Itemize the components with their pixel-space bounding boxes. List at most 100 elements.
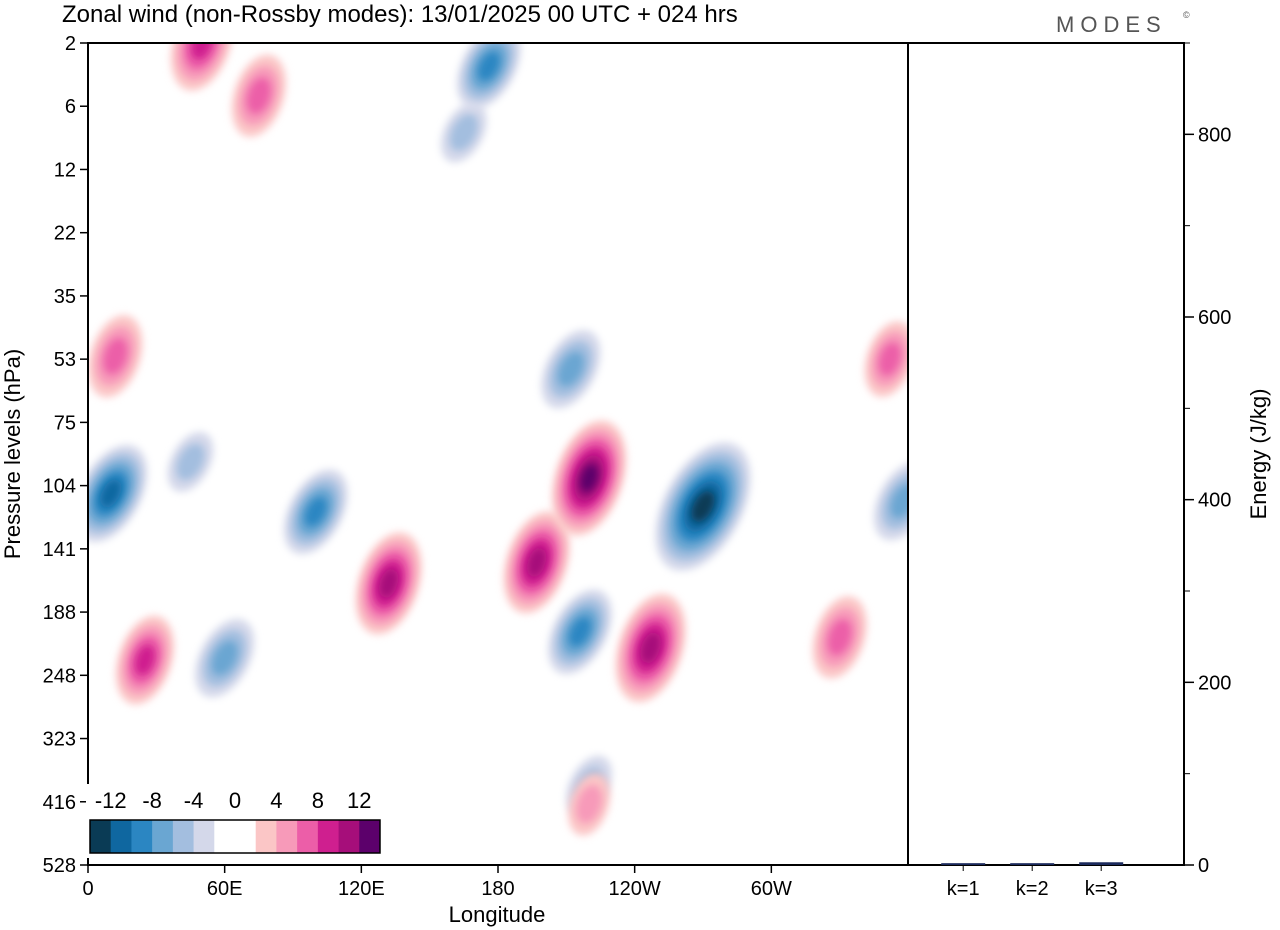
energy-bar <box>1010 863 1055 865</box>
wind-field <box>88 43 908 836</box>
colorbar-frame <box>89 819 381 854</box>
y-tick-label: 12 <box>54 159 76 181</box>
contour-level <box>449 114 478 151</box>
colorbar-swatch <box>131 820 153 853</box>
contour-level <box>557 351 585 387</box>
contour-level <box>379 568 399 598</box>
energy-category-label: k=2 <box>1016 878 1049 900</box>
wind-anomaly <box>503 511 570 614</box>
y-tick-label: 141 <box>43 539 76 561</box>
contour-level <box>103 338 128 375</box>
wind-anomaly <box>568 773 611 836</box>
wind-anomaly <box>167 432 214 492</box>
colorbar-label: 12 <box>347 788 371 813</box>
colorbar-swatch <box>235 820 257 853</box>
energy-bar <box>1079 862 1124 865</box>
energy-axis-title: Energy (J/kg) <box>1246 389 1271 520</box>
colorbar-swatch <box>193 820 215 853</box>
wind-anomaly <box>440 102 487 163</box>
energy-tick-label: 0 <box>1198 855 1209 877</box>
contour-level <box>580 464 599 492</box>
contour-level <box>827 619 852 656</box>
energy-tick-label: 200 <box>1198 672 1231 694</box>
energy-axis: 0 200 400 600 800 <box>1184 42 1231 877</box>
wind-anomaly <box>231 54 286 137</box>
contour-level <box>640 632 661 664</box>
brand-text: MODES <box>1056 12 1167 37</box>
chart-title: Zonal wind (non-Rossby modes): 13/01/202… <box>62 1 738 28</box>
wind-anomaly <box>873 461 908 541</box>
x-axis: 0 60E 120E 180 120W 60W <box>82 865 792 900</box>
x-tick-label: 60E <box>207 878 243 900</box>
colorbar-swatch <box>172 820 194 853</box>
colorbar-swatch <box>152 820 174 853</box>
x-tick-label: 0 <box>82 878 93 900</box>
wind-anomaly <box>864 321 908 397</box>
x-tick-label: 120W <box>609 878 661 900</box>
colorbar-label: 8 <box>312 788 324 813</box>
wind-anomaly <box>655 442 751 571</box>
colorbar-swatch <box>110 820 132 853</box>
wind-anomaly <box>457 43 521 109</box>
energy-tick-label: 800 <box>1198 124 1231 146</box>
contour-level <box>568 617 592 647</box>
y-tick-label: 22 <box>54 223 76 245</box>
colorbar-swatch <box>317 820 339 853</box>
wind-anomaly <box>355 532 422 635</box>
colorbar-swatch <box>90 820 112 853</box>
colorbar-swatch <box>338 820 360 853</box>
y-tick-label: 35 <box>54 286 76 308</box>
colorbar: -12 -8 -4 0 4 8 12 <box>86 784 384 858</box>
energy-tick-label: 600 <box>1198 307 1231 329</box>
wind-anomaly <box>195 618 255 698</box>
y-tick-label: 248 <box>43 665 76 687</box>
colorbar-label: 4 <box>270 788 282 813</box>
contour-level <box>134 644 156 676</box>
wind-anomaly <box>552 420 627 536</box>
wind-anomaly <box>88 444 148 543</box>
wind-anomaly <box>283 469 348 555</box>
x-tick-label: 180 <box>481 878 514 900</box>
y-axis-title: Pressure levels (hPa) <box>0 349 25 559</box>
contour-level <box>576 785 603 824</box>
x-tick-label: 120E <box>338 878 385 900</box>
colorbar-swatch <box>255 820 277 853</box>
brand-mark: © <box>1183 10 1190 20</box>
contour-level <box>477 51 500 82</box>
wind-anomaly <box>812 596 867 679</box>
colorbar-label: -8 <box>142 788 162 813</box>
contour-level <box>176 443 205 481</box>
energy-category-label: k=1 <box>947 878 980 900</box>
x-axis-title: Longitude <box>449 902 546 927</box>
y-tick-label: 188 <box>43 602 76 624</box>
contour-level <box>691 490 715 523</box>
wind-anomaly <box>541 329 601 409</box>
wind-anomaly <box>88 315 143 398</box>
y-tick-label: 104 <box>43 476 76 498</box>
energy-tick-label: 400 <box>1198 490 1231 512</box>
energy-panel-frame <box>907 42 1185 866</box>
energy-category-label: k=3 <box>1085 878 1118 900</box>
wind-anomaly <box>615 593 686 703</box>
energy-bar <box>941 863 986 865</box>
energy-bars: k=1 k=2 k=3 <box>941 862 1124 900</box>
colorbar-label: -4 <box>184 788 204 813</box>
wind-anomaly <box>548 589 612 675</box>
y-tick-label: 416 <box>43 792 76 814</box>
y-tick-label: 6 <box>65 96 76 118</box>
colorbar-label: 0 <box>229 788 241 813</box>
y-tick-label: 2 <box>65 33 76 55</box>
colorbar-label: -12 <box>95 788 127 813</box>
colorbar-swatch <box>276 820 298 853</box>
contour-level <box>246 77 271 114</box>
colorbar-swatch <box>297 820 319 853</box>
y-tick-label: 53 <box>54 349 76 371</box>
y-tick-label: 528 <box>43 855 76 877</box>
y-axis: 2 6 12 22 35 53 75 104 141 188 248 323 416 528 <box>43 33 88 877</box>
contour-level <box>878 342 901 376</box>
y-tick-label: 323 <box>43 729 76 751</box>
wind-anomaly <box>115 615 174 705</box>
contour-level <box>211 640 238 676</box>
contour-level <box>191 43 213 60</box>
